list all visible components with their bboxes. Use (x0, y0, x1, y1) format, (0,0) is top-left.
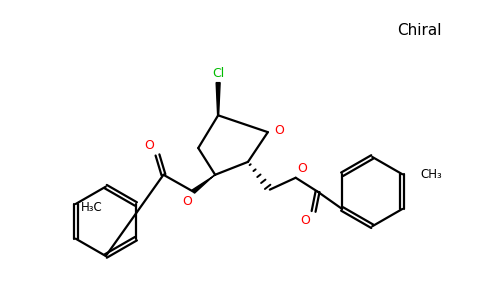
Text: H₃C: H₃C (81, 200, 103, 214)
Polygon shape (216, 82, 220, 115)
Text: Cl: Cl (212, 67, 224, 80)
Text: O: O (182, 195, 192, 208)
Polygon shape (192, 175, 216, 193)
Text: Chiral: Chiral (397, 23, 441, 38)
Text: O: O (145, 139, 154, 152)
Text: O: O (274, 124, 284, 137)
Text: O: O (301, 214, 311, 227)
Text: CH₃: CH₃ (420, 168, 442, 181)
Text: O: O (298, 162, 307, 175)
